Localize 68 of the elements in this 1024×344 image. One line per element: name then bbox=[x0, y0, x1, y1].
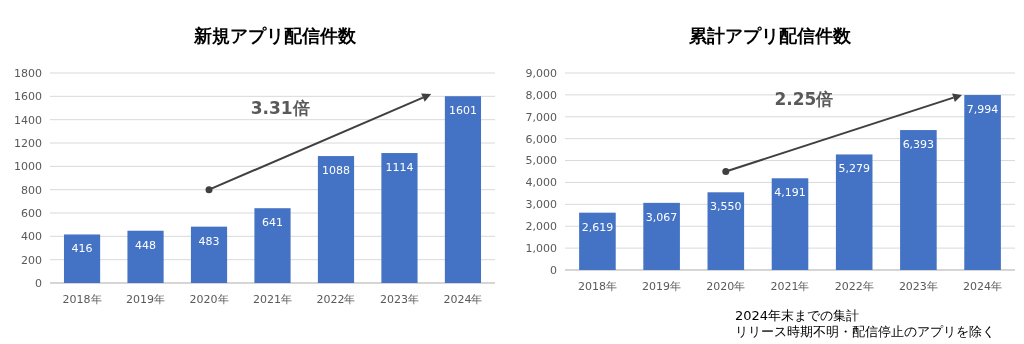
bar bbox=[707, 192, 745, 270]
data-label: 6,393 bbox=[902, 138, 935, 152]
y-tick-label: 5,000 bbox=[525, 154, 557, 168]
data-label: 1601 bbox=[448, 104, 477, 118]
y-tick-label: 0 bbox=[550, 263, 557, 277]
y-tick-label: 6,000 bbox=[525, 132, 557, 146]
data-label: 1114 bbox=[385, 161, 414, 175]
annotation: 3.31倍 bbox=[250, 97, 310, 118]
data-label: 7,994 bbox=[966, 103, 999, 117]
y-tick-label: 1200 bbox=[14, 136, 42, 150]
text: リリース時期不明・配信停止のアプリを除く bbox=[735, 324, 995, 339]
y-tick-label: 3,000 bbox=[525, 198, 557, 212]
y-tick-label: 1600 bbox=[14, 90, 42, 104]
x-tick-label: 2024年 bbox=[963, 280, 1003, 293]
y-tick-label: 9,000 bbox=[525, 66, 557, 80]
y-tick-label: 0 bbox=[35, 276, 42, 290]
data-label: 2,619 bbox=[581, 220, 614, 234]
y-tick-label: 2,000 bbox=[525, 220, 557, 234]
y-tick-label: 1,000 bbox=[525, 241, 557, 255]
x-tick-label: 2018年 bbox=[577, 280, 617, 293]
y-tick-label: 4,000 bbox=[525, 176, 557, 190]
data-label: 448 bbox=[135, 238, 157, 252]
bar bbox=[127, 230, 164, 283]
x-tick-label: 2018年 bbox=[62, 293, 102, 306]
chart-title: 新規アプリ配信件数 bbox=[193, 25, 357, 46]
x-tick-label: 2023年 bbox=[898, 280, 938, 293]
x-tick-label: 2020年 bbox=[189, 293, 229, 306]
data-label: 5,279 bbox=[838, 162, 870, 176]
x-tick-label: 2022年 bbox=[316, 293, 356, 306]
x-tick-label: 2024年 bbox=[443, 293, 483, 306]
bar bbox=[317, 156, 355, 283]
bar bbox=[964, 95, 1001, 270]
data-label: 3,550 bbox=[710, 200, 742, 214]
y-tick-label: 1000 bbox=[14, 160, 42, 174]
y-tick-label: 1400 bbox=[14, 113, 42, 127]
y-tick-label: 600 bbox=[21, 206, 42, 220]
y-tick-label: 200 bbox=[21, 253, 42, 267]
data-label: 483 bbox=[198, 234, 220, 248]
data-label: 641 bbox=[262, 216, 283, 230]
bar bbox=[254, 208, 291, 283]
bar bbox=[190, 226, 228, 283]
y-tick-label: 7,000 bbox=[525, 110, 557, 124]
x-tick-label: 2020年 bbox=[706, 280, 746, 293]
x-tick-label: 2019年 bbox=[642, 280, 682, 293]
bar bbox=[643, 202, 680, 270]
y-tick-label: 1800 bbox=[14, 66, 42, 80]
y-tick-label: 400 bbox=[21, 230, 42, 244]
x-tick-label: 2023年 bbox=[379, 293, 419, 306]
bar bbox=[381, 153, 418, 283]
bar bbox=[900, 130, 937, 270]
bar bbox=[579, 212, 616, 270]
bar bbox=[444, 96, 482, 283]
annotation: 2.25倍 bbox=[774, 89, 834, 110]
text: 2024年末までの集計 bbox=[735, 308, 860, 323]
x-tick-label: 2021年 bbox=[253, 293, 292, 306]
data-label: 4,191 bbox=[774, 186, 806, 200]
data-label: 416 bbox=[71, 242, 93, 256]
data-label: 3,067 bbox=[645, 210, 678, 224]
bar bbox=[771, 178, 809, 270]
bar bbox=[835, 154, 873, 270]
x-tick-label: 2022年 bbox=[834, 280, 874, 293]
y-tick-label: 800 bbox=[21, 183, 42, 197]
y-tick-label: 8,000 bbox=[525, 88, 557, 102]
data-label: 1088 bbox=[321, 164, 350, 178]
chart-title: 累計アプリ配信件数 bbox=[688, 25, 852, 46]
x-tick-label: 2021年 bbox=[770, 280, 810, 293]
bar bbox=[63, 234, 101, 283]
x-tick-label: 2019年 bbox=[126, 293, 166, 306]
